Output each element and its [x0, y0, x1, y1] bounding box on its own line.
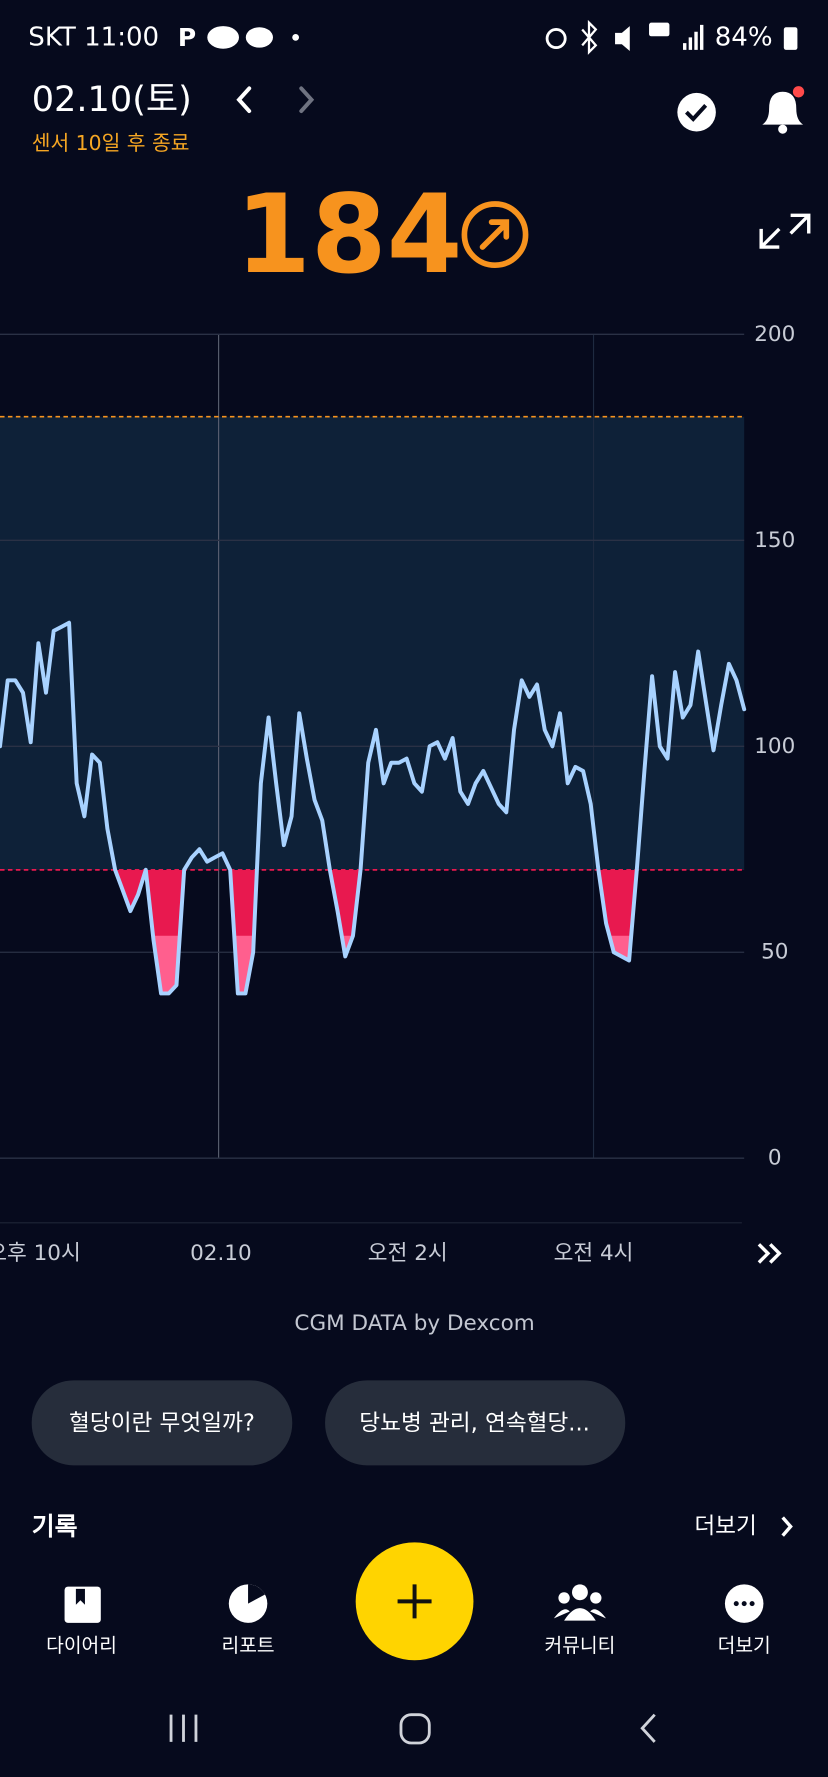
more-chevron[interactable]	[781, 1516, 793, 1537]
status-icons: P	[178, 19, 798, 55]
nav-label[interactable]: 다이어리	[46, 1634, 117, 1657]
svg-text:P: P	[178, 23, 196, 52]
notification-bell[interactable]	[762, 86, 805, 134]
back-button[interactable]	[640, 1713, 656, 1743]
y-tick-label: 50	[761, 940, 788, 965]
y-tick-label: 0	[768, 1146, 782, 1171]
data-source: CGM DATA by Dexcom	[294, 1311, 534, 1336]
x-tick-label: 오후 10시	[0, 1241, 81, 1266]
x-tick-label: 02.10	[190, 1241, 252, 1266]
glucose-line	[0, 620, 747, 996]
nav-label[interactable]: 더보기	[718, 1634, 771, 1657]
nav-label[interactable]: 리포트	[221, 1634, 274, 1657]
target-band	[0, 416, 745, 870]
verified-badge[interactable]	[677, 92, 716, 132]
records-more[interactable]: 더보기	[694, 1514, 756, 1540]
next-day[interactable]	[299, 86, 315, 114]
add-icon	[397, 1584, 432, 1619]
chip-label[interactable]: 당뇨병 관리, 연속혈당...	[359, 1410, 590, 1436]
y-tick-label: 200	[754, 322, 795, 347]
recent-apps[interactable]	[169, 1714, 198, 1742]
chip[interactable]	[325, 1380, 626, 1466]
very-low-area	[153, 935, 632, 994]
status-time: SKT 11:00	[28, 22, 159, 52]
chip[interactable]	[31, 1380, 293, 1466]
prev-day[interactable]	[236, 86, 252, 114]
home-button[interactable]	[399, 1713, 431, 1745]
y-tick-label: 100	[754, 734, 795, 759]
nav-icons[interactable]	[64, 1584, 764, 1623]
nav-label[interactable]: 커뮤니티	[545, 1634, 616, 1657]
battery-level: 84%	[715, 22, 773, 52]
chip-label[interactable]: 혈당이란 무엇일까?	[69, 1410, 255, 1436]
x-tick-label: 오전 2시	[368, 1241, 448, 1266]
records-title: 기록	[32, 1512, 78, 1541]
glucose-chart: 0 50 100 150 200 오후 10시 02.10 오전 2시 오전 4시	[0, 322, 795, 1266]
current-glucose: 184	[235, 171, 462, 298]
date-title: 02.10(토)	[32, 79, 192, 120]
fullscreen-button[interactable]	[759, 213, 811, 249]
scroll-forward[interactable]	[757, 1243, 782, 1264]
x-tick-label: 오전 4시	[554, 1241, 634, 1266]
y-tick-label: 150	[754, 528, 795, 553]
trend-arrow	[461, 201, 529, 269]
sensor-notice: 센서 10일 후 종료	[32, 131, 190, 155]
